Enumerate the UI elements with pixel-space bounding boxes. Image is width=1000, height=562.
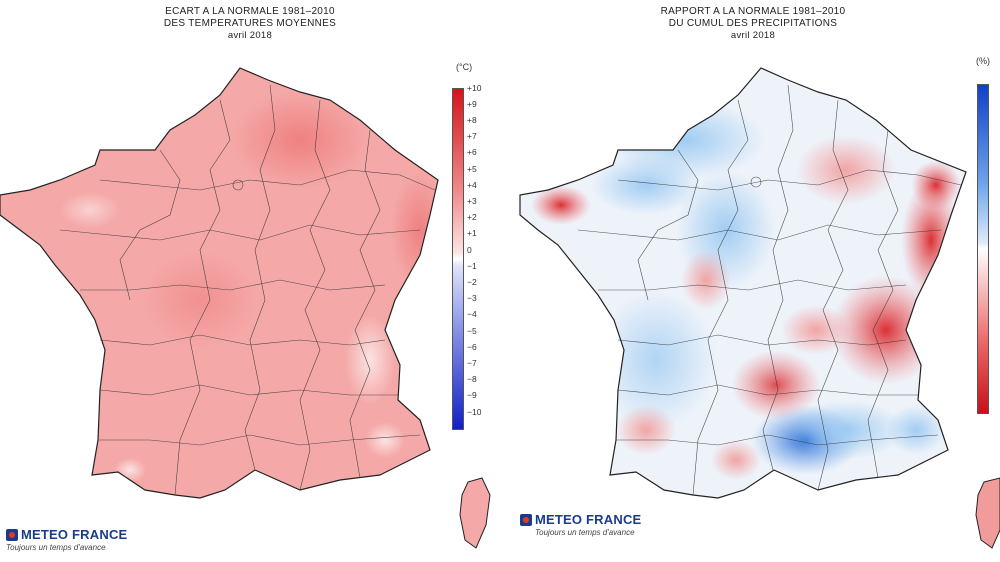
scale-tick: 0 (467, 245, 472, 255)
france-temperature-map (0, 67, 491, 549)
meteo-france-logo-left: METEO FRANCE Toujours un temps d'avance (6, 527, 127, 552)
scale-tick: +7 (467, 131, 477, 141)
meteo-france-logo-right: METEO FRANCE Toujours un temps d'avance (520, 512, 641, 537)
scale-tick: −2 (467, 277, 477, 287)
scale-tick: −7 (467, 358, 477, 368)
precipitation-period: avril 2018 (730, 30, 776, 41)
precipitation-title-line2: DU CUMUL DES PRECIPITATIONS (668, 18, 838, 29)
scale-tick: −3 (467, 293, 477, 303)
scale-tick: +9 (467, 99, 477, 109)
scale-tick: +4 (467, 180, 477, 190)
temperature-anomaly-panel: ECART A LA NORMALE 1981–2010 DES TEMPERA… (0, 6, 500, 552)
scale-tick: −5 (467, 326, 477, 336)
france-precipitation-map (519, 67, 1000, 549)
logo-tagline: Toujours un temps d'avance (6, 543, 106, 552)
precipitation-map-title: RAPPORT A LA NORMALE 1981–2010 DU CUMUL … (506, 6, 1000, 42)
corsica-shape (459, 477, 491, 549)
scale-tick: +8 (467, 115, 477, 125)
scale-tick: +6 (467, 147, 477, 157)
scale-tick: −6 (467, 342, 477, 352)
precipitation-ratio-panel: RAPPORT A LA NORMALE 1981–2010 DU CUMUL … (506, 0, 1000, 562)
logo-name: METEO FRANCE (535, 512, 642, 527)
scale-tick: −8 (467, 374, 477, 384)
scale-tick: −4 (467, 309, 477, 319)
corsica-shape (975, 477, 1000, 549)
scale-tick: +3 (467, 196, 477, 206)
scale-tick: +5 (467, 164, 477, 174)
meteo-france-logo-icon (6, 529, 18, 541)
precipitation-color-scale (977, 84, 989, 414)
meteo-france-logo-icon (520, 514, 532, 526)
precipitation-title-line1: RAPPORT A LA NORMALE 1981–2010 (660, 6, 846, 17)
temperature-scale-ticks: +10 +9 +8 +7 +6 +5 +4 +3 +2 +1 0 −1 −2 −… (467, 83, 497, 428)
scale-tick: +2 (467, 212, 477, 222)
logo-name: METEO FRANCE (21, 527, 128, 542)
department-borders (577, 84, 962, 496)
temperature-period: avril 2018 (227, 30, 273, 41)
temperature-map-title: ECART A LA NORMALE 1981–2010 DES TEMPERA… (0, 6, 500, 42)
scale-tick: −9 (467, 390, 477, 400)
temperature-title-line1: ECART A LA NORMALE 1981–2010 (165, 6, 335, 17)
scale-tick: +10 (467, 83, 482, 93)
temperature-unit: (°C) (456, 62, 473, 72)
logo-tagline: Toujours un temps d'avance (535, 528, 635, 537)
temperature-title-line2: DES TEMPERATURES MOYENNES (163, 18, 337, 29)
scale-tick: −1 (467, 261, 477, 271)
department-borders (59, 84, 436, 496)
scale-tick: −10 (467, 407, 482, 417)
temperature-color-scale (452, 88, 464, 430)
scale-tick: +1 (467, 228, 477, 238)
precipitation-unit: (%) (976, 56, 990, 66)
